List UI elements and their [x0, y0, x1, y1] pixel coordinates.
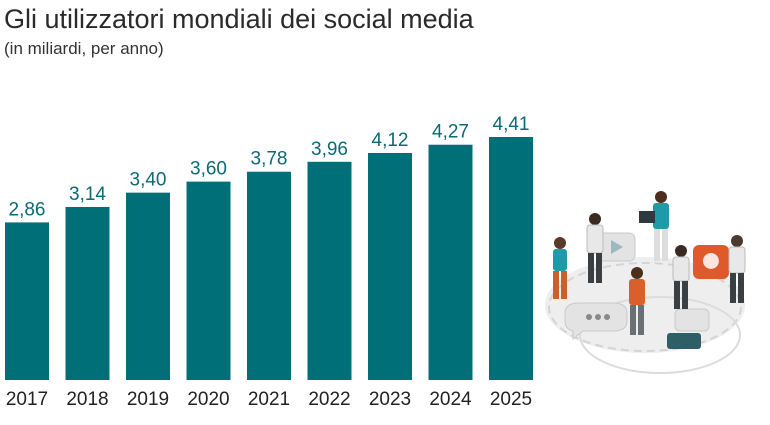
- x-tick-label: 2019: [127, 389, 169, 410]
- x-tick-label: 2022: [308, 389, 350, 410]
- bar-2023: [368, 152, 412, 380]
- x-tick-label: 2018: [66, 389, 108, 410]
- bar-2021: [247, 171, 291, 380]
- bar-2024: [428, 144, 473, 380]
- bar-2020: [186, 181, 231, 380]
- value-label: 3,40: [130, 170, 167, 191]
- value-label: 3,60: [190, 159, 227, 180]
- value-label: 4,12: [372, 130, 409, 151]
- x-tick-label: 2025: [490, 389, 532, 410]
- value-label: 3,96: [311, 139, 348, 160]
- x-tick-label: 2020: [187, 389, 229, 410]
- x-tick-label: 2023: [369, 389, 411, 410]
- bar-2022: [307, 161, 352, 380]
- value-label: 2,86: [9, 199, 46, 220]
- bar-2018: [65, 206, 110, 380]
- bar-2019: [126, 192, 170, 380]
- x-tick-label: 2017: [6, 389, 48, 410]
- value-label: 3,78: [251, 149, 288, 170]
- value-label: 4,41: [493, 114, 530, 135]
- bar-2017: [5, 222, 49, 380]
- value-label: 3,14: [69, 184, 106, 205]
- value-label: 4,27: [432, 122, 469, 143]
- chart-title: Gli utilizzatori mondiali dei social med…: [4, 4, 474, 34]
- chart-subtitle: (in miliardi, per anno): [4, 39, 164, 58]
- people-social-media-icon: [545, 191, 746, 374]
- x-tick-label: 2021: [248, 389, 290, 410]
- bar-2025: [489, 137, 533, 380]
- x-tick-label: 2024: [429, 389, 472, 410]
